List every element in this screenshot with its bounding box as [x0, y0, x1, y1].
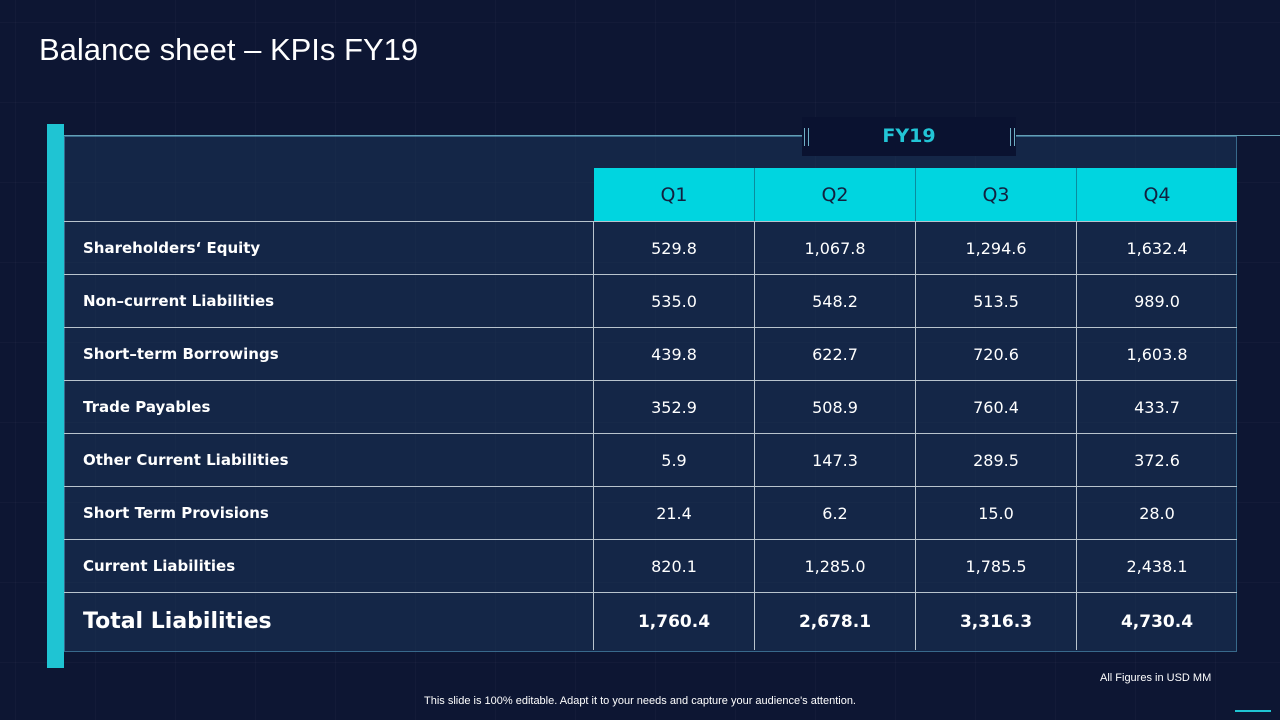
table-row: Current Liabilities 820.1 1,285.0 1,785.… — [64, 540, 1237, 593]
table-cell: 508.9 — [755, 381, 916, 433]
table-cell: 720.6 — [916, 328, 1077, 380]
table-cell: 2,438.1 — [1126, 556, 1188, 576]
header-rule-left — [64, 135, 802, 136]
slide-title: Balance sheet – KPIs FY19 — [39, 32, 419, 67]
table-cell: 6.2 — [755, 487, 916, 539]
column-header-q2: Q2 — [755, 168, 916, 221]
table-row: Short Term Provisions 21.4 6.2 15.0 28.0 — [64, 487, 1237, 540]
bracket-tick — [808, 128, 809, 146]
table-cell: 372.6 — [1134, 450, 1180, 470]
bracket-tick — [804, 128, 805, 146]
row-label: Non–current Liabilities — [64, 275, 594, 327]
table-row: Short–term Borrowings 439.8 622.7 720.6 … — [64, 328, 1237, 381]
table-cell: 439.8 — [594, 328, 755, 380]
total-row: Total Liabilities 1,760.4 2,678.1 3,316.… — [64, 593, 1237, 650]
table-row: Shareholders‘ Equity 529.8 1,067.8 1,294… — [64, 222, 1237, 275]
table-cell: 760.4 — [916, 381, 1077, 433]
table-cell: 28.0 — [1139, 503, 1175, 523]
table-cell: 15.0 — [916, 487, 1077, 539]
total-cell: 3,316.3 — [916, 593, 1077, 650]
table-frame — [64, 136, 1237, 652]
footer-note: This slide is 100% editable. Adapt it to… — [424, 695, 856, 707]
table-cell: 529.8 — [594, 222, 755, 274]
table-cell: 1,632.4 — [1126, 238, 1188, 258]
table-cell: 21.4 — [594, 487, 755, 539]
table-cell: 1,785.5 — [916, 540, 1077, 592]
table-cell: 820.1 — [594, 540, 755, 592]
total-cell: 2,678.1 — [755, 593, 916, 650]
table-cell: 352.9 — [594, 381, 755, 433]
bracket-tick — [1014, 128, 1015, 146]
table-cell: 1,285.0 — [755, 540, 916, 592]
table-cell: 5.9 — [594, 434, 755, 486]
column-header-q4: Q4 — [1077, 168, 1237, 221]
units-note: All Figures in USD MM — [1100, 672, 1212, 684]
table-row: Other Current Liabilities 5.9 147.3 289.… — [64, 434, 1237, 487]
total-cell: 4,730.4 — [1120, 611, 1194, 632]
period-label: FY19 — [882, 125, 936, 147]
table-row: Trade Payables 352.9 508.9 760.4 433.7 — [64, 381, 1237, 434]
row-label: Short–term Borrowings — [64, 328, 594, 380]
total-label: Total Liabilities — [64, 593, 594, 650]
quarter-header-row: Q1 Q2 Q3 Q4 — [594, 168, 1237, 221]
table-cell: 147.3 — [755, 434, 916, 486]
row-label: Short Term Provisions — [64, 487, 594, 539]
column-header-q1: Q1 — [594, 168, 755, 221]
table-cell: 535.0 — [594, 275, 755, 327]
total-cell: 1,760.4 — [594, 593, 755, 650]
table-cell: 289.5 — [916, 434, 1077, 486]
row-label: Other Current Liabilities — [64, 434, 594, 486]
table-cell: 1,294.6 — [916, 222, 1077, 274]
table-row: Non–current Liabilities 535.0 548.2 513.… — [64, 275, 1237, 328]
bracket-tick — [1010, 128, 1011, 146]
table-cell: 548.2 — [755, 275, 916, 327]
table-cell: 1,067.8 — [755, 222, 916, 274]
table-cell: 433.7 — [1134, 397, 1180, 417]
balance-sheet-table: Shareholders‘ Equity 529.8 1,067.8 1,294… — [64, 221, 1237, 650]
row-label: Current Liabilities — [64, 540, 594, 592]
period-box — [802, 117, 1016, 156]
row-label: Trade Payables — [64, 381, 594, 433]
table-cell: 513.5 — [916, 275, 1077, 327]
table-cell: 622.7 — [755, 328, 916, 380]
accent-bar — [47, 124, 64, 668]
column-header-q3: Q3 — [916, 168, 1077, 221]
corner-accent — [1235, 710, 1271, 712]
table-cell: 1,603.8 — [1126, 344, 1188, 364]
row-label: Shareholders‘ Equity — [64, 222, 594, 274]
header-rule-right — [1016, 135, 1280, 136]
table-cell: 989.0 — [1134, 291, 1180, 311]
